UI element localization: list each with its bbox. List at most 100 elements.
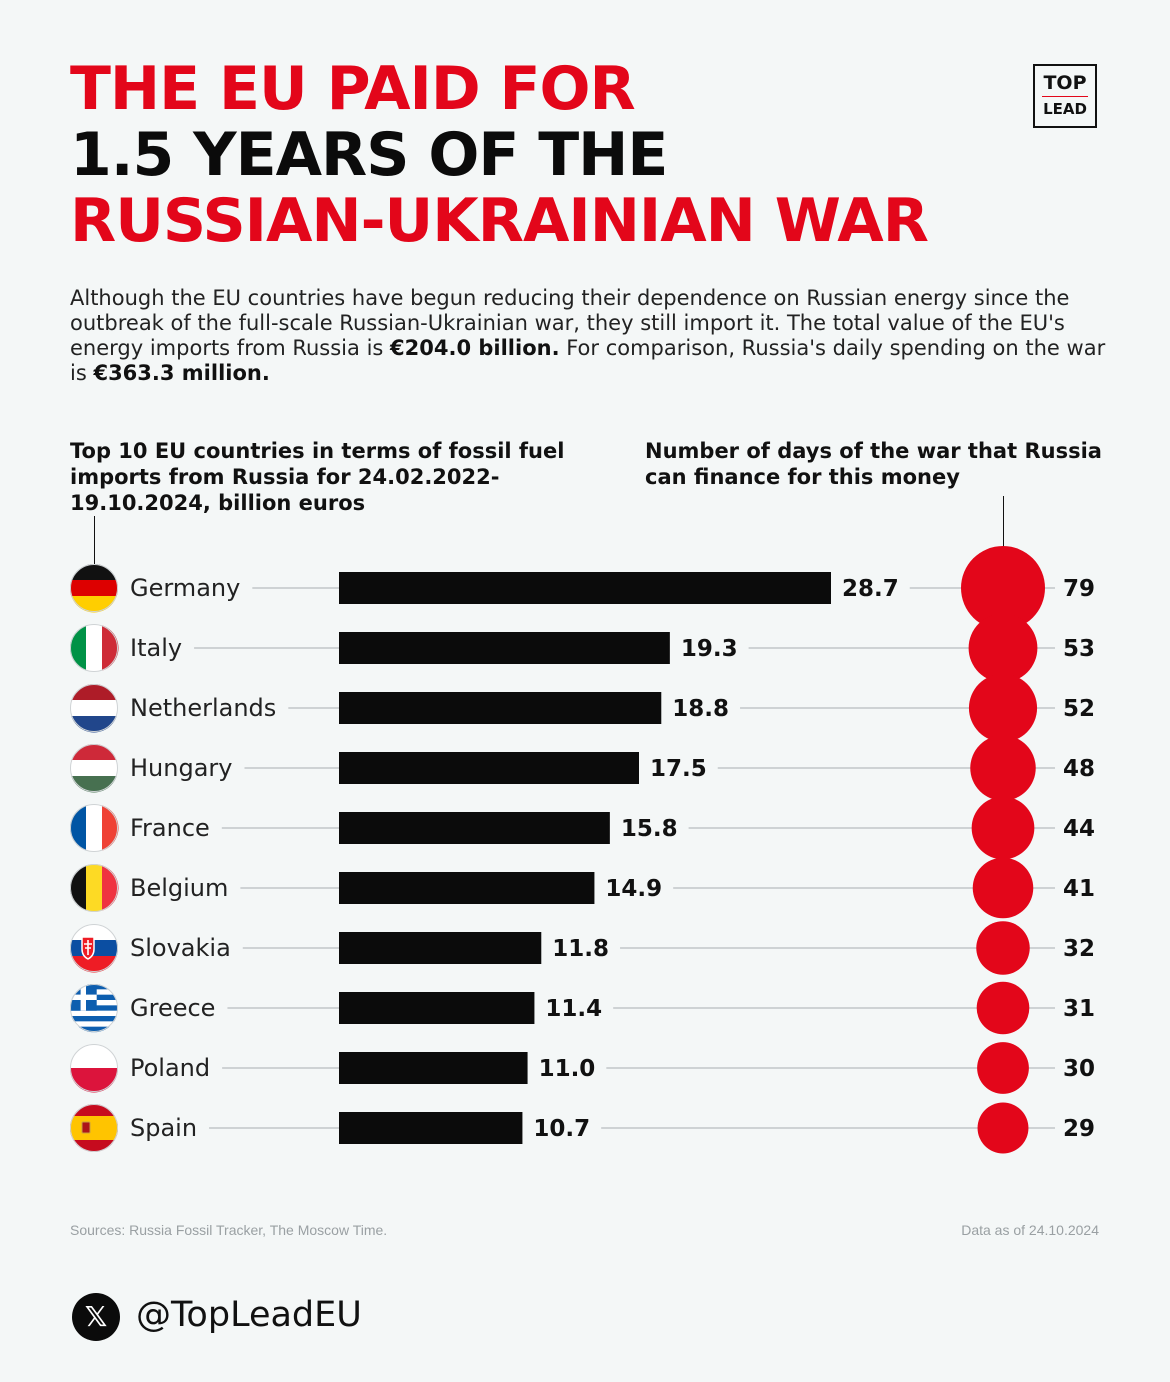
bar-value-label: 10.7 <box>533 1116 590 1142</box>
toplead-logo: TOP LEAD <box>1033 64 1097 128</box>
chart-row: Greece 11.4 31 <box>70 981 1095 1035</box>
country-label: Belgium <box>130 874 228 902</box>
flag-stripe <box>70 1021 118 1027</box>
sources-note: Sources: Russia Fossil Tracker, The Mosc… <box>70 1222 388 1238</box>
days-circle <box>971 796 1035 860</box>
intro-text-1: Although the EU countries have begun red… <box>70 286 1070 360</box>
flag-icon-wrapper <box>70 564 118 613</box>
bar <box>339 1112 523 1144</box>
flag-border <box>70 564 118 612</box>
bar <box>339 872 595 904</box>
bar-value-label: 11.8 <box>552 936 609 962</box>
flag-stripe <box>86 624 103 672</box>
flag-icon-wrapper <box>70 744 118 793</box>
flag-border <box>70 744 118 792</box>
chart-row: Belgium 14.9 41 <box>70 857 1095 919</box>
flag-border <box>70 924 118 972</box>
slovakia-flag-icon <box>70 924 118 973</box>
intro-paragraph: Although the EU countries have begun red… <box>70 286 1115 386</box>
days-value-label: 52 <box>1063 696 1095 722</box>
country-label: Italy <box>130 634 182 662</box>
country-label: Poland <box>130 1054 210 1082</box>
title-line-2: 1.5 YEARS OF THE <box>70 120 668 190</box>
intro-text-2: For comparison, Russia's daily spending … <box>70 336 1106 385</box>
chart-row: Slovakia 11.8 32 <box>70 921 1095 975</box>
bar-value-label: 11.0 <box>539 1056 596 1082</box>
country-label: Netherlands <box>130 694 276 722</box>
bar <box>339 812 610 844</box>
left-header-pointer <box>94 516 95 564</box>
days-value-label: 41 <box>1063 876 1095 902</box>
flag-stripe <box>70 760 118 777</box>
bar-value-label: 15.8 <box>621 816 678 842</box>
bar-value-label: 28.7 <box>842 576 899 602</box>
flag-cross <box>70 994 97 1000</box>
chart-row: Italy 19.3 53 <box>70 613 1095 683</box>
social-handle-text: @TopLeadEU <box>136 1295 362 1335</box>
days-value-label: 29 <box>1063 1116 1095 1142</box>
chart-row: France 15.8 44 <box>70 796 1095 860</box>
chart-row: Germany 28.7 79 <box>70 546 1095 630</box>
page-title: THE EU PAID FOR 1.5 YEARS OF THE RUSSIAN… <box>70 54 929 256</box>
left-column-header: Top 10 EU countries in terms of fossil f… <box>70 439 565 515</box>
flag-border <box>70 1104 118 1152</box>
days-circle <box>976 921 1030 975</box>
days-value-label: 53 <box>1063 636 1095 662</box>
flag-border <box>70 624 118 672</box>
bar-value-label: 11.4 <box>545 996 602 1022</box>
flag-icon-wrapper <box>70 864 119 912</box>
flag-border <box>70 864 118 912</box>
days-value-label: 44 <box>1063 816 1095 842</box>
chart-row: Netherlands 18.8 52 <box>70 673 1095 743</box>
days-circle <box>970 735 1036 801</box>
bar <box>339 932 542 964</box>
flag-stripe <box>70 700 118 717</box>
days-value-label: 30 <box>1063 1056 1095 1082</box>
country-label: Slovakia <box>130 934 231 962</box>
spain-flag-icon <box>70 1104 118 1152</box>
flag-stripe <box>70 1116 118 1140</box>
flag-icon-wrapper <box>70 924 118 973</box>
days-value-label: 48 <box>1063 756 1095 782</box>
flag-stripe <box>70 1010 118 1017</box>
flag-icon-wrapper <box>70 984 118 1033</box>
flag-stripe <box>70 580 118 597</box>
logo-top-text: TOP <box>1043 72 1087 94</box>
bar-value-label: 17.5 <box>650 756 707 782</box>
bar <box>339 752 639 784</box>
intro-daily-spending: €363.3 million. <box>93 361 270 385</box>
bar <box>339 1052 528 1084</box>
flag-border <box>70 1044 118 1092</box>
bar-value-label: 19.3 <box>681 636 738 662</box>
country-label: Spain <box>130 1114 197 1142</box>
flag-emblem <box>81 1121 91 1134</box>
country-label: Greece <box>130 994 215 1022</box>
flag-border <box>70 984 118 1032</box>
days-circle <box>977 1102 1029 1154</box>
flag-stripe <box>70 1016 118 1022</box>
right-header-pointer <box>1003 496 1004 548</box>
country-label: Germany <box>130 574 240 602</box>
days-circle <box>972 857 1034 919</box>
days-circle <box>968 673 1038 743</box>
bar <box>339 692 662 724</box>
country-label: France <box>130 814 210 842</box>
flag-stripe <box>70 1068 118 1093</box>
title-line-3: RUSSIAN-UKRAINIAN WAR <box>70 186 929 256</box>
intro-total-imports: €204.0 billion. <box>390 336 560 360</box>
days-circle <box>968 613 1038 683</box>
logo-divider <box>1042 96 1088 97</box>
title-line-1: THE EU PAID FOR <box>70 54 636 124</box>
chart-row: Hungary 17.5 48 <box>70 735 1095 801</box>
bar-value-label: 14.9 <box>605 876 662 902</box>
country-label: Hungary <box>130 754 232 782</box>
right-column-header: Number of days of the war that Russia ca… <box>645 439 1102 489</box>
bar <box>339 572 831 604</box>
flag-stripe <box>86 864 103 912</box>
bar <box>339 992 535 1024</box>
flag-icon-wrapper <box>70 1104 118 1152</box>
fossil-imports-chart: Germany 28.7 79 Italy 19.3 53 Netherlands 18.8 5… <box>70 546 1095 1154</box>
chart-row: Poland 11.0 30 <box>70 1042 1095 1094</box>
flag-icon-wrapper <box>70 804 119 852</box>
data-date-note: Data as of 24.10.2024 <box>961 1222 1099 1238</box>
